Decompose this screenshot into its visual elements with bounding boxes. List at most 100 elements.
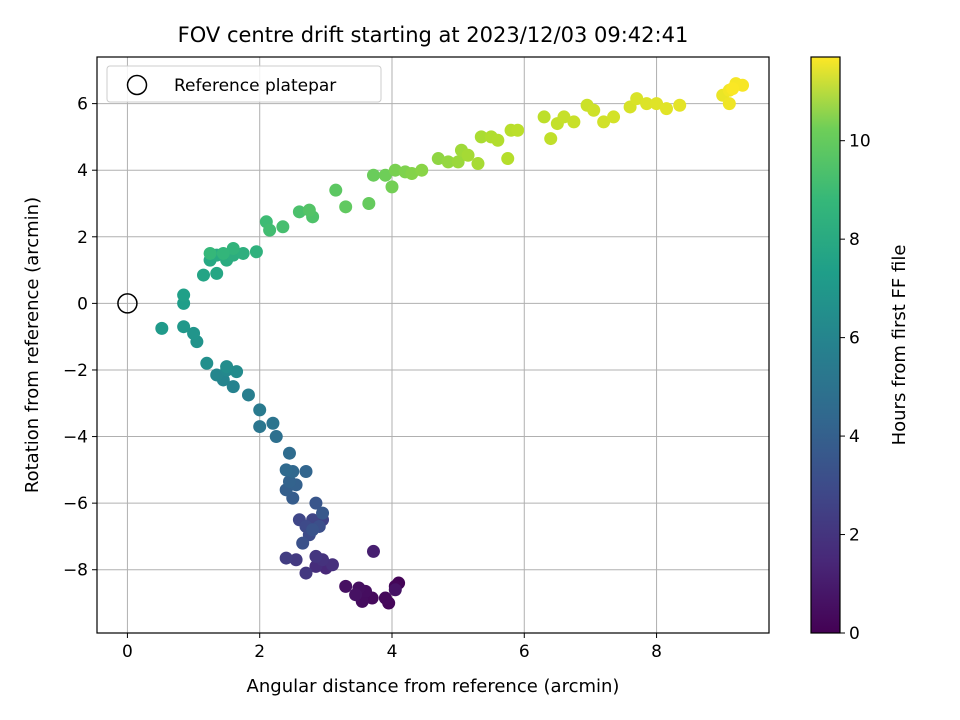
y-tick-label: 4 <box>77 161 88 181</box>
data-point <box>630 92 644 106</box>
legend-box <box>106 65 382 103</box>
x-axis-ticks: 0 2 4 6 8 <box>122 633 662 662</box>
data-points <box>155 77 750 610</box>
data-point <box>216 246 230 260</box>
data-point <box>349 588 363 602</box>
data-point <box>282 475 296 489</box>
data-point <box>597 115 611 129</box>
data-point <box>282 446 296 460</box>
data-point <box>226 241 240 255</box>
data-point <box>306 523 320 537</box>
data-point <box>253 420 267 434</box>
x-tick-label: 4 <box>387 642 398 662</box>
data-point <box>316 506 330 520</box>
data-point <box>279 463 293 477</box>
data-point <box>726 82 740 96</box>
colorbar-tick-label: 8 <box>849 230 860 250</box>
data-point <box>302 203 316 217</box>
data-point <box>736 78 750 92</box>
data-point <box>236 246 250 260</box>
data-point <box>292 205 306 219</box>
y-tick-label: −6 <box>63 494 88 514</box>
colorbar-tick-label: 4 <box>849 427 860 447</box>
data-point <box>329 183 343 197</box>
data-point <box>187 326 201 340</box>
data-point <box>226 380 240 394</box>
data-point <box>544 132 558 146</box>
data-point <box>266 416 280 430</box>
data-point <box>177 320 191 334</box>
data-point <box>309 496 323 510</box>
data-point <box>276 220 290 234</box>
data-point <box>722 97 736 111</box>
colorbar-label: Hours from first FF file <box>889 245 910 446</box>
y-axis-ticks: −8 −6 −4 −2 0 2 4 6 <box>63 95 97 581</box>
legend: Reference platepar <box>106 65 382 103</box>
data-point <box>587 103 601 117</box>
data-point <box>196 268 210 282</box>
data-point <box>441 155 455 169</box>
data-point <box>279 551 293 565</box>
data-point <box>339 200 353 214</box>
data-point <box>388 163 402 177</box>
data-point <box>299 566 313 580</box>
y-tick-label: −4 <box>63 428 88 448</box>
data-point <box>659 102 673 116</box>
data-point <box>200 356 214 370</box>
legend-reference-marker <box>126 74 148 96</box>
chart-title: FOV centre drift starting at 2023/12/03 … <box>178 23 689 47</box>
data-point <box>640 97 654 111</box>
data-point <box>491 133 505 147</box>
x-axis-label: Angular distance from reference (arcmin) <box>247 676 620 697</box>
data-point <box>567 115 581 129</box>
data-point <box>673 98 687 112</box>
data-point <box>405 167 419 181</box>
x-tick-label: 2 <box>254 642 265 662</box>
x-tick-label: 6 <box>519 642 530 662</box>
data-point <box>415 163 429 177</box>
data-point <box>474 130 488 144</box>
data-point <box>339 579 353 593</box>
data-point <box>607 110 621 124</box>
data-point <box>203 246 217 260</box>
colorbar-tick-label: 0 <box>849 624 860 644</box>
data-point <box>501 152 515 166</box>
colorbar-gradient <box>811 57 840 633</box>
data-point <box>461 148 475 162</box>
legend-label: Reference platepar <box>174 76 336 96</box>
x-tick-label: 0 <box>122 642 133 662</box>
data-point <box>451 155 465 169</box>
data-point <box>230 365 244 379</box>
data-point <box>210 368 224 382</box>
y-tick-label: −2 <box>63 361 88 381</box>
data-point <box>471 157 485 171</box>
data-point <box>249 245 263 259</box>
colorbar-frame <box>810 56 841 634</box>
data-point <box>537 110 551 124</box>
colorbar-ticks: 0 2 4 6 8 10 <box>840 132 871 644</box>
data-point <box>385 180 399 194</box>
data-point <box>309 549 323 563</box>
colorbar-tick-label: 6 <box>849 329 860 349</box>
data-point <box>511 123 525 137</box>
data-point <box>177 288 191 302</box>
colorbar: 0 2 4 6 8 10 Hours from first FF file <box>810 56 910 644</box>
data-point <box>650 97 664 111</box>
data-point <box>557 110 571 124</box>
plot-frame <box>96 56 770 634</box>
y-tick-label: 6 <box>77 95 88 115</box>
colorbar-tick-label: 2 <box>849 526 860 546</box>
data-point <box>296 536 310 550</box>
colorbar-tick-label: 10 <box>849 132 871 152</box>
data-point <box>378 591 392 605</box>
reference-marker-layer <box>117 293 138 314</box>
data-point <box>366 168 380 182</box>
reference-platepar-marker <box>117 293 138 314</box>
y-axis-label: Rotation from reference (arcmin) <box>22 197 43 493</box>
data-point <box>253 403 267 417</box>
y-tick-label: 2 <box>77 228 88 248</box>
data-point <box>210 266 224 280</box>
data-point <box>378 168 392 182</box>
data-point <box>289 553 303 567</box>
